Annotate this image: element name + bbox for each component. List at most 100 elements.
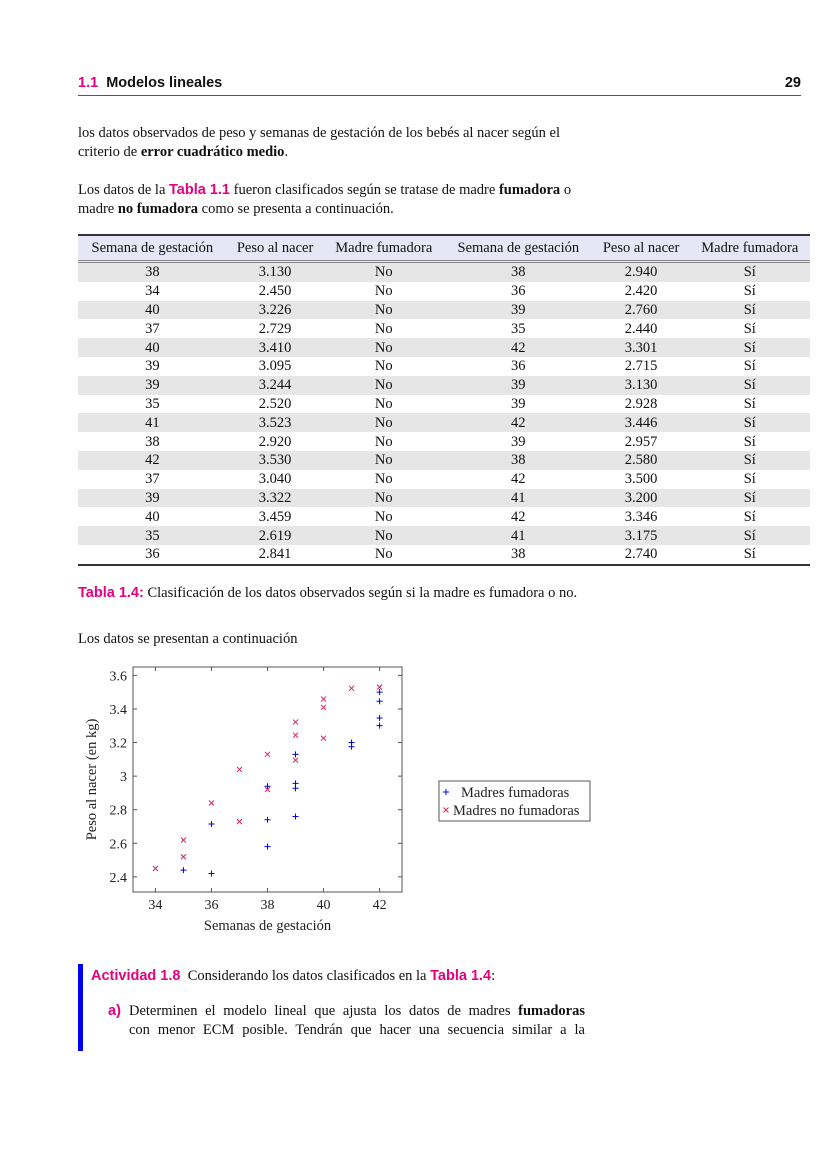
section-title: Modelos lineales xyxy=(106,75,223,91)
page-number: 29 xyxy=(784,75,801,91)
table-cell: 40 xyxy=(78,338,227,357)
bold-term: error cuadrático medio xyxy=(140,144,285,160)
table-cell: 2.715 xyxy=(624,358,658,375)
table-reference-link[interactable]: Tabla 1.1 xyxy=(169,182,230,198)
bold-term: fumadora xyxy=(498,182,561,198)
table-cell: 35 xyxy=(78,526,227,545)
legend-label: Madres no fumadoras xyxy=(453,803,580,819)
y-tick-label: 2.6 xyxy=(110,837,128,852)
text: . xyxy=(284,144,289,160)
data-point xyxy=(264,816,271,823)
data-point xyxy=(348,743,355,750)
plot-frame xyxy=(132,666,403,893)
table-cell: No xyxy=(323,375,444,395)
bold-term: no fumadora xyxy=(117,201,199,217)
table-cell: Sí xyxy=(689,300,810,320)
data-point xyxy=(208,820,215,827)
table-cell: Sí xyxy=(743,508,756,525)
data-point xyxy=(208,870,215,877)
table-cell: 2.440 xyxy=(624,320,658,337)
x-tick-label: 34 xyxy=(148,898,162,913)
table-cell: 39 xyxy=(78,488,227,508)
table-cell: 3.410 xyxy=(226,338,324,357)
table-cell: 3.322 xyxy=(226,488,324,508)
caption-label: Tabla 1.4: xyxy=(78,585,144,601)
text: Considerando los datos clasificados en l… xyxy=(180,968,431,984)
table-row: 39 3.322 No 41 3.200 Sí xyxy=(78,488,810,508)
text: o xyxy=(560,182,572,198)
scatter-chart: 34 36 38 40 42 2.4 2.6 2.8 3 3.2 3.4 3.6 Semanas de … xyxy=(84,666,591,934)
table-cell: 2.619 xyxy=(226,526,324,545)
table-cell: Sí xyxy=(743,395,756,412)
data-point xyxy=(264,843,271,850)
table-row: 40 3.226 No 39 2.760 Sí xyxy=(78,300,810,320)
table-cell: Sí xyxy=(689,450,810,470)
table-row: 35 2.619 No 41 3.175 Sí xyxy=(78,526,810,545)
table-reference-link[interactable]: Tabla 1.4 xyxy=(430,968,492,984)
table-row: 38 2.920 No 39 2.957 Sí xyxy=(78,432,810,451)
table-cell: No xyxy=(323,526,444,545)
column-header: Peso al nacer xyxy=(592,235,690,263)
table-cell: 42 xyxy=(511,508,526,525)
column-header: Madre fumadora xyxy=(323,235,444,263)
table-cell: 35 xyxy=(145,395,160,412)
classification-paragraph: Los datos de la Tabla 1.1 fueron clasifi… xyxy=(78,181,571,219)
text: como se presenta a continuación. xyxy=(198,201,394,217)
table-cell: 36 xyxy=(511,283,526,300)
table-row: 41 3.523 No 42 3.446 Sí xyxy=(78,413,810,433)
data-point xyxy=(180,867,187,874)
column-header: Semana de gestación xyxy=(443,235,593,263)
y-tick-label: 3.2 xyxy=(110,737,128,752)
table-cell: 3.530 xyxy=(226,450,324,470)
table-cell: 39 xyxy=(443,375,593,395)
text: Los datos de la xyxy=(78,182,170,198)
table-cell: 3.523 xyxy=(226,413,324,433)
table-cell: Sí xyxy=(689,375,810,395)
data-point xyxy=(376,698,383,705)
table-cell: 3.095 xyxy=(258,358,292,375)
y-axis-label: Peso al nacer (en kg) xyxy=(84,719,100,841)
table-row: 39 3.095 No 36 2.715 Sí xyxy=(78,357,810,376)
table-cell: 2.450 xyxy=(258,283,292,300)
table-cell: 39 xyxy=(511,433,526,450)
data-point xyxy=(320,704,327,711)
table-cell: 3.200 xyxy=(592,488,690,508)
data-point xyxy=(376,689,383,696)
data-point xyxy=(292,780,299,787)
para-line: Los datos de la Tabla 1.1 fueron clasifi… xyxy=(78,181,571,200)
intro-paragraph: los datos observados de peso y semanas d… xyxy=(78,124,560,162)
table-cell: 37 xyxy=(145,320,160,337)
table-cell: 2.520 xyxy=(258,395,292,412)
table-cell: Sí xyxy=(689,338,810,357)
table-row: 35 2.520 No 39 2.928 Sí xyxy=(78,395,810,414)
table-cell: 2.729 xyxy=(258,320,292,337)
x-tick-label: 36 xyxy=(204,898,218,913)
table-cell: No xyxy=(323,450,444,470)
plot-intro: Los datos se presentan a continuación xyxy=(78,631,298,647)
legend-marker xyxy=(443,789,449,795)
table-cell: 41 xyxy=(443,526,593,545)
x-tick-label: 38 xyxy=(261,898,275,913)
data-point xyxy=(180,853,187,860)
table-cell: 39 xyxy=(511,395,526,412)
legend-marker xyxy=(443,807,449,813)
table-cell: Sí xyxy=(743,320,756,337)
data-point xyxy=(236,818,243,825)
table-cell: Sí xyxy=(743,358,756,375)
item-line: con menor ECM posible. Tendrán que hacer… xyxy=(129,1022,585,1038)
text: Determinen el modelo lineal que ajusta l… xyxy=(129,1003,519,1019)
x-axis-label: Semanas de gestación xyxy=(204,918,332,934)
table-cell: 3.226 xyxy=(226,300,324,320)
table-cell: 40 xyxy=(78,300,227,320)
table-row: 37 2.729 No 35 2.440 Sí xyxy=(78,319,810,338)
data-point xyxy=(348,685,355,692)
table-row: 42 3.530 No 38 2.580 Sí xyxy=(78,450,810,470)
data-point xyxy=(376,684,383,691)
text: fueron clasificados según se tratase de … xyxy=(230,182,499,198)
table-row: 40 3.459 No 42 3.346 Sí xyxy=(78,507,810,526)
table-cell: 41 xyxy=(78,413,227,433)
table-row: 40 3.410 No 42 3.301 Sí xyxy=(78,338,810,357)
table-cell: 2.740 xyxy=(624,546,658,563)
table-cell: 2.760 xyxy=(592,300,690,320)
table-cell: Sí xyxy=(689,526,810,545)
